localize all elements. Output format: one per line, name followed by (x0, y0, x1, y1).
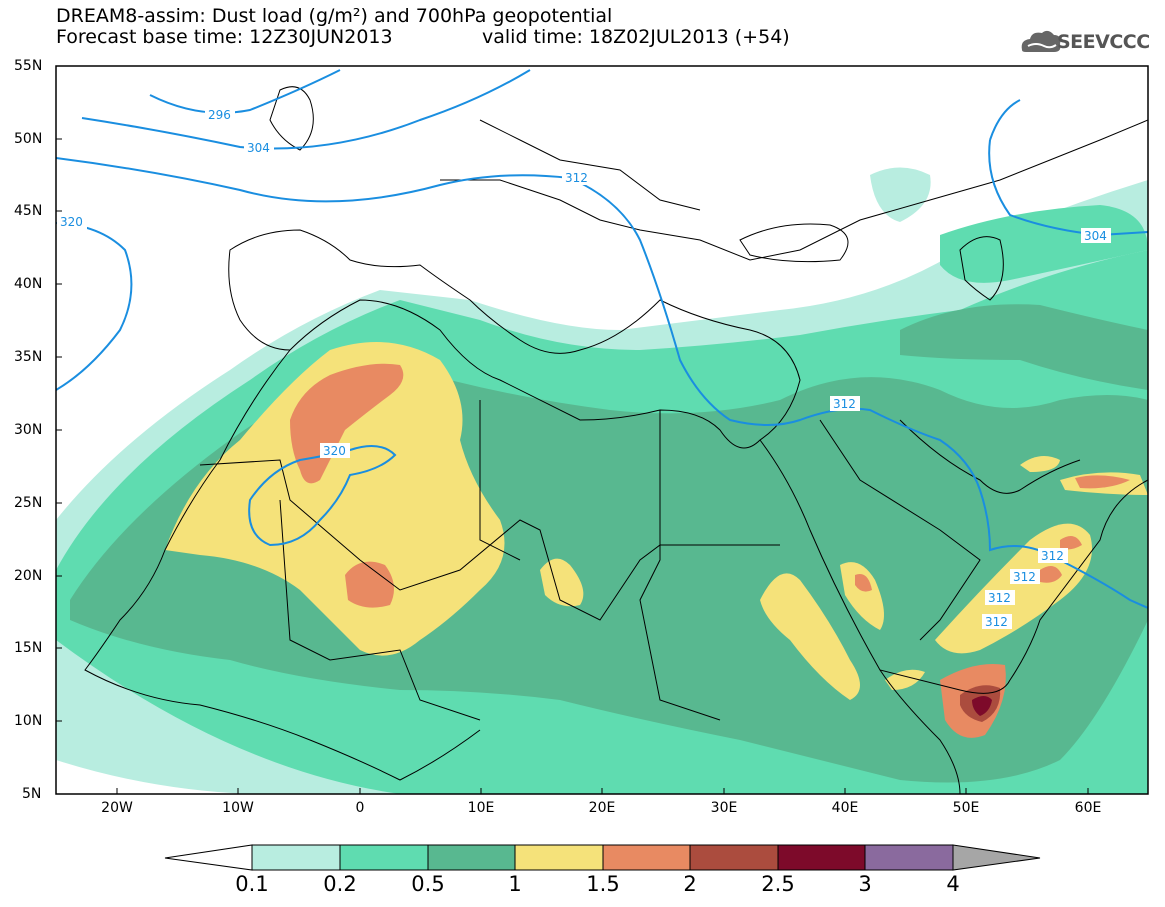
coastline-red-sea (759, 439, 1148, 694)
colorbar-label: 2.5 (761, 872, 795, 896)
lon-label: 60E (1074, 800, 1102, 816)
border-3 (479, 400, 521, 561)
cloud-logo-icon (1021, 30, 1061, 52)
lat-label: 15N (14, 640, 43, 656)
coastline-europe (228, 229, 801, 449)
border-2 (279, 499, 481, 721)
contour-304-east (988, 99, 1148, 237)
lat-label: 45N (14, 203, 43, 219)
coastline-blacksea (739, 223, 849, 263)
contour-label: 320 (323, 444, 346, 458)
lat-label: 40N (14, 276, 43, 292)
logo-text: SEEVCCC (1057, 31, 1150, 53)
contour-304 (81, 69, 531, 150)
coastline-west-africa (84, 349, 481, 781)
border-1 (199, 459, 780, 621)
lon-label: 10W (222, 800, 254, 816)
lon-label: 30E (710, 800, 738, 816)
coastline-caspian (959, 236, 1004, 301)
lon-label: 20W (101, 800, 133, 816)
contour-312-north (56, 157, 1148, 609)
coastline-gulf (899, 419, 1081, 494)
lon-label: 10E (467, 800, 495, 816)
lat-label: 55N (14, 58, 43, 74)
dust-band-1 (165, 342, 505, 656)
lat-label: 25N (14, 495, 43, 511)
lon-label: 40E (831, 800, 859, 816)
colorbar-label: 0.2 (323, 872, 357, 896)
border-4 (639, 410, 721, 721)
lon-label: 50E (952, 800, 980, 816)
dust-band-1.5 (290, 363, 404, 484)
coastline-uk (269, 86, 314, 151)
contour-label: 312 (833, 397, 856, 411)
border-europe (440, 119, 1148, 261)
lon-label: 20E (588, 800, 616, 816)
contour-label: 304 (247, 141, 270, 155)
colorbar-label: 0.5 (411, 872, 445, 896)
colorbar-label: 0.1 (235, 872, 269, 896)
lat-label: 50N (14, 131, 43, 147)
colorbar-label: 4 (946, 872, 960, 896)
contour-label: 312 (988, 591, 1011, 605)
forecast-base-time: Forecast base time: 12Z30JUN2013 (56, 26, 393, 48)
lon-label: 0 (355, 800, 365, 816)
contour-label: 312 (565, 171, 588, 185)
contour-320-west (56, 222, 133, 391)
valid-time: valid time: 18Z02JUL2013 (+54) (482, 26, 790, 48)
dust-band-2.5 (972, 696, 992, 716)
contour-label: 312 (1041, 549, 1064, 563)
colorbar (164, 844, 1041, 871)
colorbar-label: 1.5 (586, 872, 620, 896)
lat-label: 20N (14, 568, 43, 584)
lat-label: 10N (14, 713, 43, 729)
border-europe-2 (479, 119, 701, 211)
coastline-east-africa (879, 669, 961, 794)
colorbar-label: 3 (858, 872, 872, 896)
colorbar-label: 1 (508, 872, 522, 896)
colorbar-label: 2 (683, 872, 697, 896)
contour-label: 312 (1013, 570, 1036, 584)
contour-label: 312 (985, 615, 1008, 629)
contour-296 (149, 69, 341, 114)
contour-320-africa (248, 445, 397, 547)
contour-label: 296 (208, 108, 231, 122)
border-5 (819, 419, 981, 641)
lat-label: 35N (14, 349, 43, 365)
lat-label: 30N (14, 422, 43, 438)
contour-label: 320 (60, 215, 83, 229)
contour-label: 304 (1084, 229, 1107, 243)
map-title: DREAM8-assim: Dust load (g/m²) and 700hP… (56, 5, 613, 27)
lat-label: 5N (22, 786, 42, 802)
